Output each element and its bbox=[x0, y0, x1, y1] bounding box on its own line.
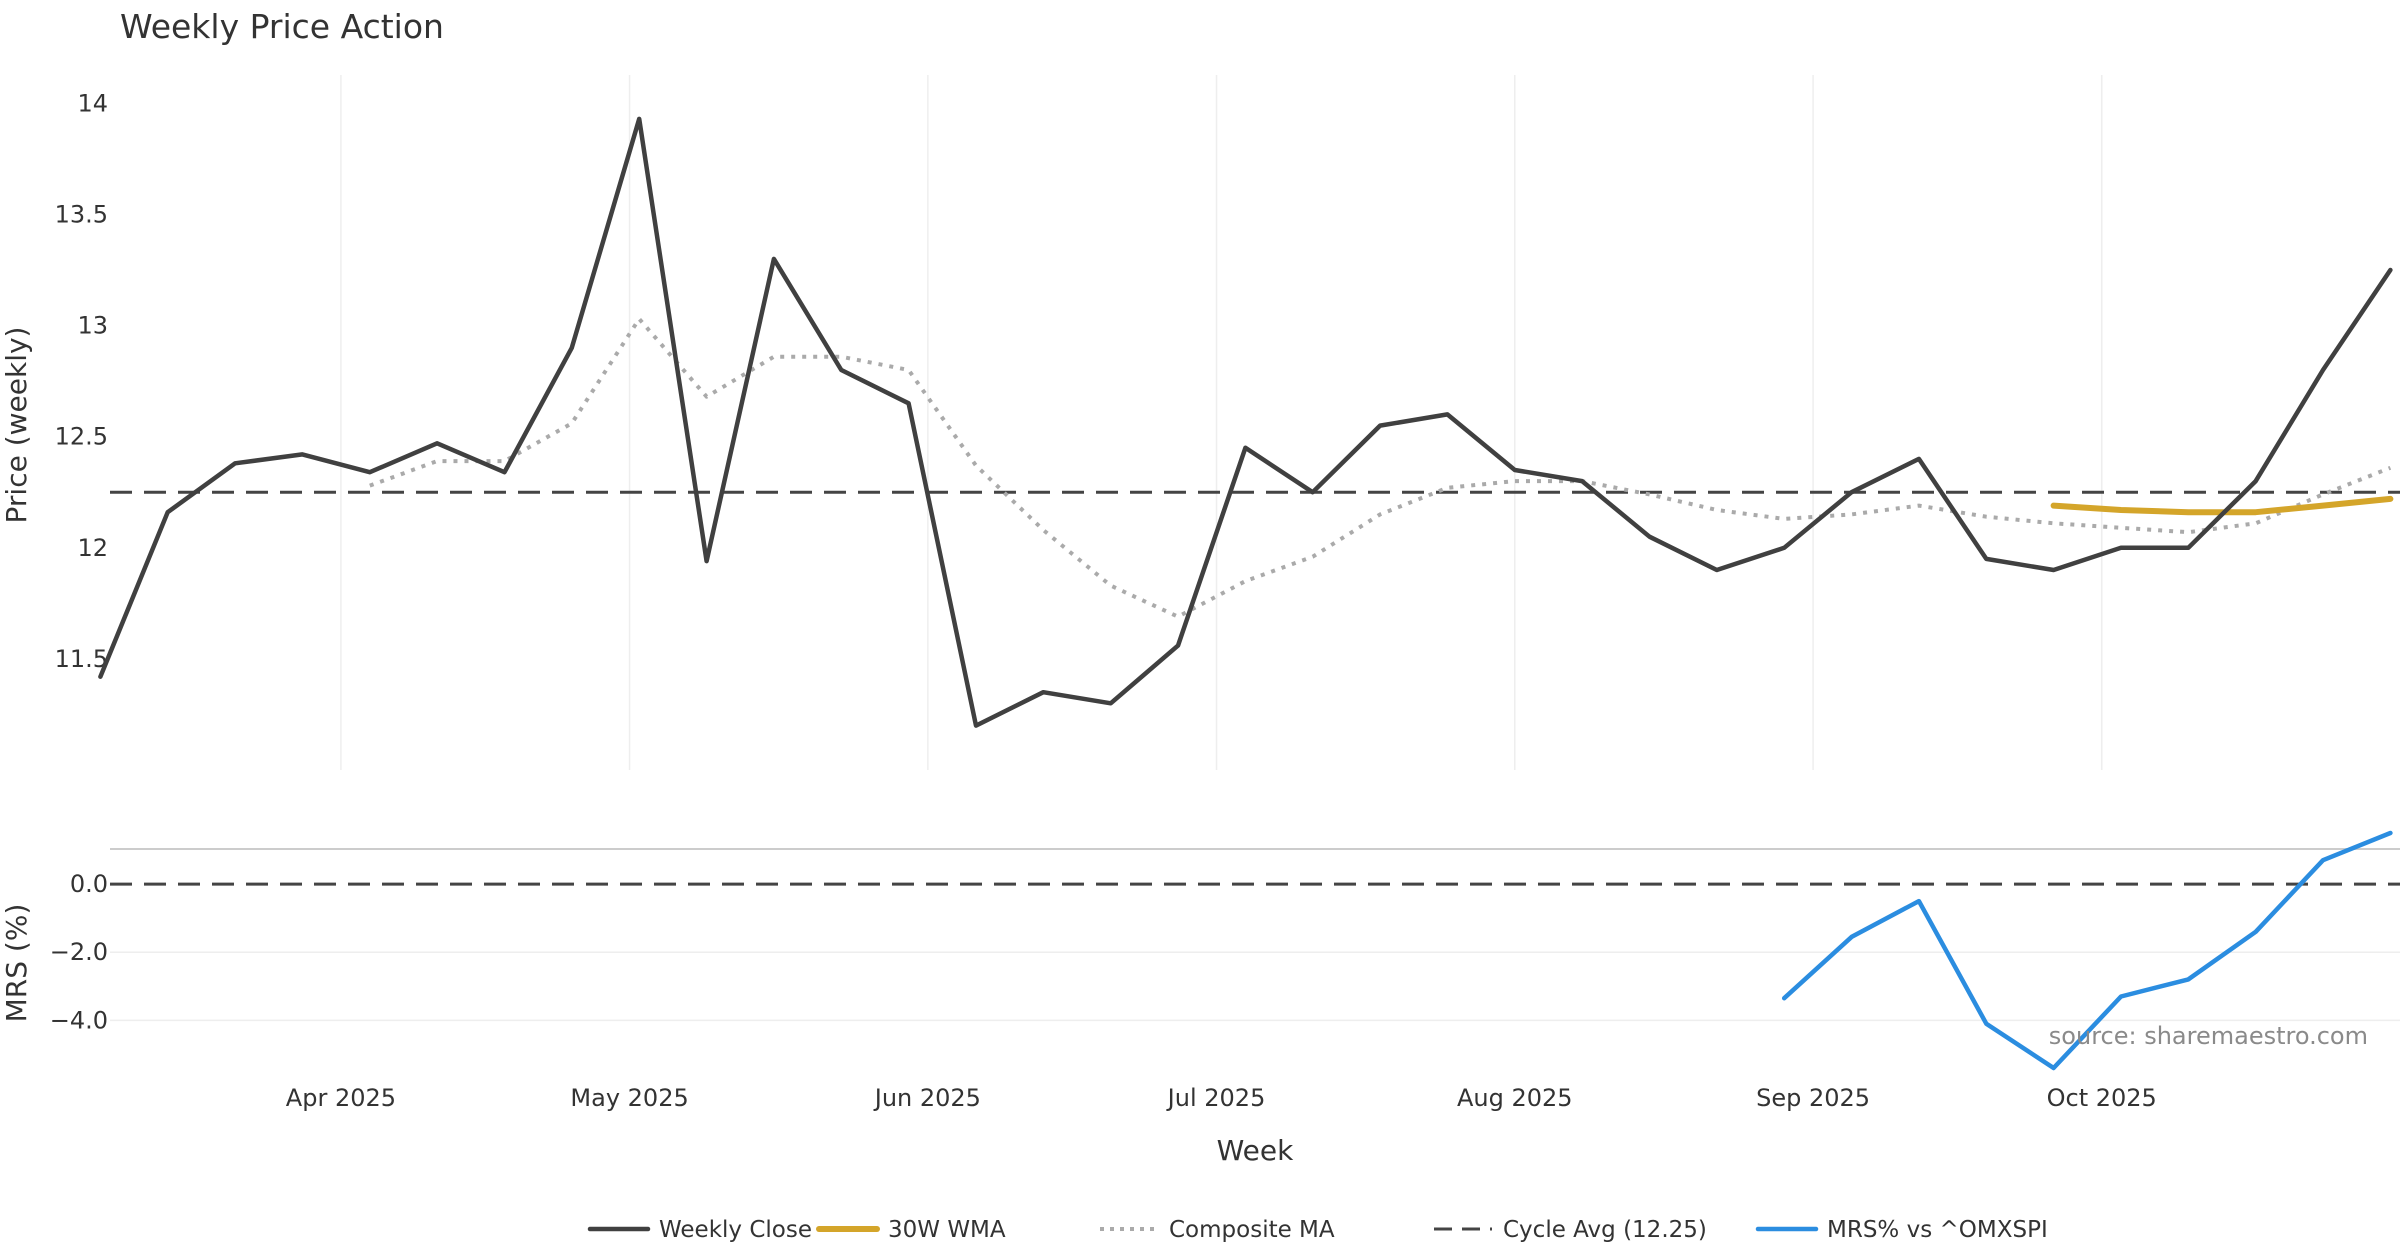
legend-item: Composite MA bbox=[1100, 1217, 1335, 1243]
legend-label: MRS% vs ^OMXSPI bbox=[1827, 1217, 2048, 1243]
weekly-close-line bbox=[98, 116, 2393, 728]
x-axis-title: Week bbox=[1217, 1134, 1294, 1167]
x-tick-label: Sep 2025 bbox=[1756, 1084, 1870, 1112]
source-watermark: source: sharemaestro.com bbox=[2049, 1022, 2368, 1050]
mrs-y-tick-label: 0.0 bbox=[70, 870, 108, 898]
legend-label: Weekly Close bbox=[659, 1217, 812, 1243]
mrs-line bbox=[1781, 830, 2393, 1071]
chart-title: Weekly Price Action bbox=[120, 7, 444, 46]
x-tick-label: Jun 2025 bbox=[873, 1084, 981, 1112]
legend-label: Composite MA bbox=[1169, 1217, 1335, 1243]
x-tick-label: Jul 2025 bbox=[1166, 1084, 1266, 1112]
mrs-y-axis-title: MRS (%) bbox=[0, 904, 33, 1023]
price-series-group bbox=[98, 116, 2400, 728]
price-y-tick-label: 12.5 bbox=[55, 423, 108, 451]
legend: Weekly Close 30W WMA Composite MA Cycle Avg… bbox=[587, 1217, 2048, 1243]
wma-30w-line bbox=[2050, 495, 2394, 516]
legend-item: 30W WMA bbox=[816, 1217, 1006, 1243]
price-y-tick-label: 13 bbox=[77, 312, 108, 340]
price-y-ticks: 11.5 12 12.5 13 13.5 14 bbox=[55, 89, 108, 673]
legend-item: MRS% vs ^OMXSPI bbox=[1755, 1217, 2048, 1243]
price-gridlines bbox=[340, 75, 2103, 770]
price-y-axis-title: Price (weekly) bbox=[0, 327, 33, 524]
mrs-gridlines bbox=[110, 951, 2400, 1022]
price-y-tick-label: 14 bbox=[77, 89, 108, 117]
price-y-tick-label: 11.5 bbox=[55, 645, 108, 673]
mrs-y-tick-label: −2.0 bbox=[50, 938, 108, 966]
x-axis-ticks: Apr 2025 May 2025 Jun 2025 Jul 2025 Aug 2025… bbox=[286, 1084, 2157, 1112]
price-y-tick-label: 12 bbox=[77, 534, 108, 562]
x-tick-label: Oct 2025 bbox=[2047, 1084, 2157, 1112]
legend-item: Cycle Avg (12.25) bbox=[1434, 1217, 1707, 1243]
price-y-tick-label: 13.5 bbox=[55, 200, 108, 228]
x-tick-label: Apr 2025 bbox=[286, 1084, 396, 1112]
legend-item: Weekly Close bbox=[587, 1217, 812, 1243]
x-tick-label: May 2025 bbox=[570, 1084, 688, 1112]
mrs-series-group bbox=[110, 830, 2400, 1071]
composite-ma-line bbox=[369, 316, 2392, 619]
legend-label: 30W WMA bbox=[888, 1217, 1006, 1243]
mrs-y-ticks: 0.0 −2.0 −4.0 bbox=[50, 870, 108, 1034]
mrs-y-tick-label: −4.0 bbox=[50, 1006, 108, 1034]
x-tick-label: Aug 2025 bbox=[1457, 1084, 1573, 1112]
legend-label: Cycle Avg (12.25) bbox=[1503, 1217, 1707, 1243]
